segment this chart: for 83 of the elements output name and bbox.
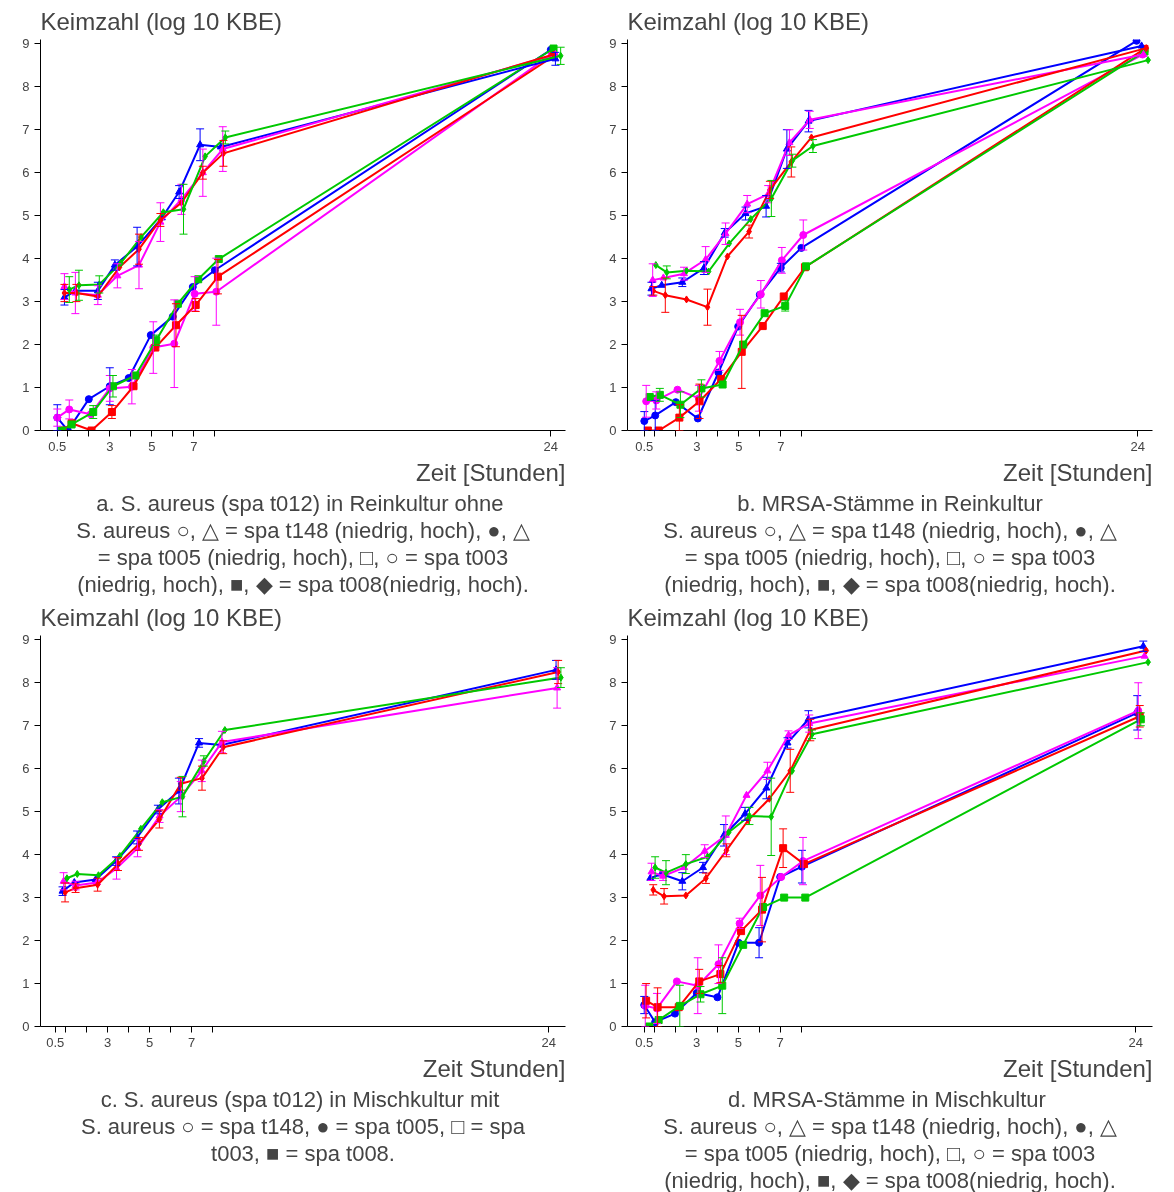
y-tick-label: 2 — [609, 933, 617, 949]
x-axis-title: Zeit [Stunden] — [1003, 1054, 1153, 1082]
y-tick-label: 6 — [22, 761, 30, 777]
x-tick-label: 3 — [104, 1034, 112, 1050]
x-tick-label: 7 — [190, 438, 198, 454]
text: (niedrig, hoch), ■, ◆ = spa t008(niedrig, hoch). — [664, 1167, 1116, 1192]
y-tick-label: 6 — [609, 761, 617, 777]
text: t003, ■ = spa t008. — [211, 1140, 395, 1166]
text: d. MRSA-Stämme in Mischkultur — [728, 1086, 1046, 1112]
y-tick-label: 5 — [22, 208, 30, 224]
y-tick-label: 4 — [609, 847, 617, 863]
y-tick-label: 9 — [22, 36, 30, 52]
y-tick-label: 9 — [609, 632, 617, 648]
y-tick-label: 3 — [22, 294, 30, 310]
y-tick-label: 2 — [22, 933, 30, 949]
y-tick-label: 7 — [22, 718, 30, 734]
x-tick-label: 5 — [146, 1034, 154, 1050]
x-tick-label: 5 — [735, 438, 743, 454]
y-tick-label: 6 — [22, 165, 30, 181]
x-axis-title: Zeit [Stunden] — [1003, 458, 1153, 486]
text: = spa t005 (niedrig, hoch), □, ○ = spa t003 — [684, 544, 1096, 570]
text: S. aureus ○ = spa t148, ● = spa t005, □ = spa — [80, 1113, 526, 1139]
y-tick-label: 3 — [609, 294, 617, 310]
y-tick-label: 5 — [22, 804, 30, 820]
text: = spa t005 (niedrig, hoch), □, ○ = spa t003 — [97, 544, 509, 570]
y-tick-label: 1 — [609, 380, 617, 396]
text: S. aureus ○, △ = spa t148 (niedrig, hoch), ●, △ — [663, 517, 1117, 543]
x-tick-label: 24 — [1130, 438, 1146, 454]
y-tick-label: 2 — [22, 337, 30, 353]
x-tick-label: 7 — [188, 1034, 196, 1050]
y-tick-label: 9 — [609, 36, 617, 52]
y-tick-label: 1 — [22, 976, 30, 992]
y-axis-title: Keimzahl (log 10 KBE) — [627, 7, 869, 35]
y-tick-label: 0 — [609, 1019, 617, 1034]
x-axis-title: Zeit [Stunden] — [416, 458, 566, 486]
x-tick-label: 24 — [541, 1034, 556, 1050]
y-tick-label: 6 — [609, 165, 617, 181]
text: a. S. aureus (spa t012) in Reinkultur ohne — [96, 490, 504, 516]
text: = spa t005 (niedrig, hoch), □, ○ = spa t003 — [684, 1140, 1096, 1166]
x-tick-label: 24 — [1128, 1034, 1144, 1050]
text: c. S. aureus (spa t012) in Mischkultur mit — [100, 1086, 500, 1112]
y-axis-title: Keimzahl (log 10 KBE) — [627, 603, 869, 631]
y-tick-label: 8 — [609, 79, 617, 95]
y-tick-label: 0 — [22, 1019, 30, 1034]
y-tick-label: 0 — [609, 423, 617, 438]
y-tick-label: 1 — [22, 380, 30, 396]
x-tick-label: 5 — [734, 1034, 742, 1050]
y-tick-label: 9 — [22, 632, 30, 648]
y-tick-label: 7 — [22, 122, 30, 138]
y-tick-label: 3 — [609, 890, 617, 906]
y-tick-label: 4 — [22, 251, 30, 267]
x-tick-label: 7 — [777, 438, 785, 454]
y-tick-label: 7 — [609, 718, 617, 734]
text: (niedrig, hoch), ■, ◆ = spa t008(niedrig, hoch). — [664, 571, 1116, 597]
text: S. aureus ○, △ = spa t148 (niedrig, hoch), ●, △ — [663, 1113, 1117, 1139]
y-axis-title: Keimzahl (log 10 KBE) — [40, 7, 282, 35]
y-tick-label: 8 — [22, 675, 30, 691]
text: b. MRSA-Stämme in Reinkultur — [737, 490, 1043, 516]
y-axis-title: Keimzahl (log 10 KBE) — [40, 603, 282, 631]
y-tick-label: 2 — [609, 337, 617, 353]
y-tick-label: 8 — [22, 79, 30, 95]
y-tick-label: 1 — [609, 976, 617, 992]
x-tick-label: 0.5 — [46, 1034, 65, 1050]
y-tick-label: 7 — [609, 122, 617, 138]
y-tick-label: 3 — [22, 890, 30, 906]
x-tick-label: 3 — [693, 438, 701, 454]
y-tick-label: 4 — [22, 847, 30, 863]
y-tick-label: 0 — [22, 423, 30, 438]
x-tick-label: 0.5 — [48, 438, 67, 454]
text: S. aureus ○, △ = spa t148 (niedrig, hoch), ●, △ — [76, 517, 530, 543]
y-tick-label: 8 — [609, 675, 617, 691]
x-tick-label: 3 — [106, 438, 114, 454]
x-tick-label: 0.5 — [635, 1034, 654, 1050]
x-tick-label: 3 — [692, 1034, 701, 1050]
x-tick-label: 7 — [776, 1034, 784, 1050]
x-tick-label: 24 — [543, 438, 559, 454]
y-tick-label: 5 — [609, 208, 617, 224]
text: (niedrig, hoch), ■, ◆ = spa t008(niedrig, hoch). — [77, 571, 529, 597]
y-tick-label: 5 — [609, 804, 617, 820]
x-axis-title: Zeit Stunden] — [422, 1054, 566, 1082]
x-tick-label: 5 — [148, 438, 156, 454]
y-tick-label: 4 — [609, 251, 617, 267]
x-tick-label: 0.5 — [635, 438, 654, 454]
